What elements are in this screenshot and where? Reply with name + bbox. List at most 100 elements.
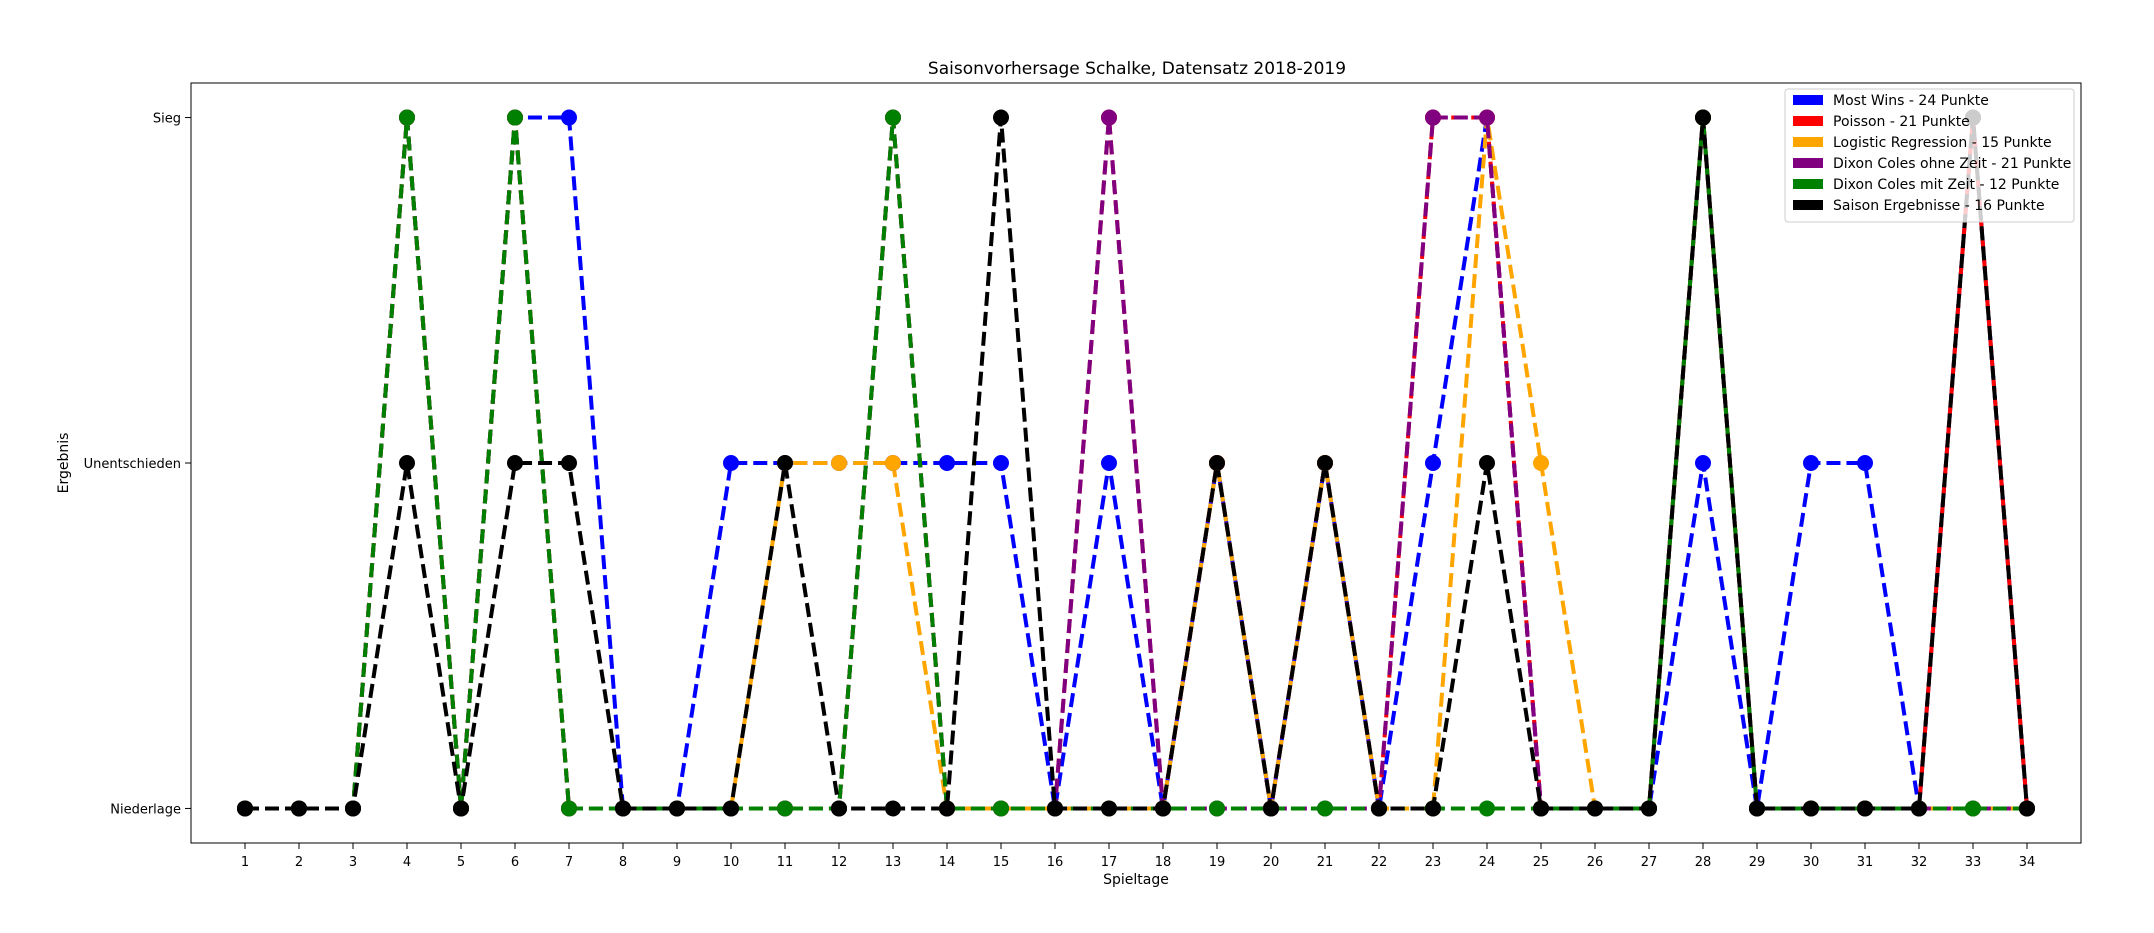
data-point-series-2 bbox=[1533, 455, 1549, 471]
data-point-series-5 bbox=[939, 800, 955, 817]
x-tick-label: 26 bbox=[1587, 855, 1604, 870]
data-point-series-5 bbox=[831, 800, 847, 817]
legend-label: Dixon Coles ohne Zeit - 21 Punkte bbox=[1833, 156, 2071, 172]
x-tick-label: 12 bbox=[831, 855, 848, 870]
y-tick-label: Sieg bbox=[153, 112, 181, 127]
data-point-series-5 bbox=[615, 800, 631, 817]
data-point-series-4 bbox=[507, 109, 523, 126]
x-tick-label: 24 bbox=[1479, 855, 1496, 870]
data-point-series-5 bbox=[993, 109, 1009, 126]
data-point-series-0 bbox=[1857, 455, 1873, 471]
data-point-series-5 bbox=[1101, 800, 1117, 817]
data-point-series-3 bbox=[1479, 109, 1495, 126]
data-point-series-5 bbox=[291, 800, 307, 817]
data-point-series-4 bbox=[399, 109, 415, 126]
data-point-series-5 bbox=[1695, 109, 1711, 126]
data-point-series-5 bbox=[1209, 455, 1225, 471]
x-tick-label: 8 bbox=[619, 855, 627, 870]
data-point-series-3 bbox=[1101, 109, 1117, 126]
y-axis-label: Ergebnis bbox=[56, 433, 72, 494]
x-tick-label: 13 bbox=[885, 855, 902, 870]
legend-swatch bbox=[1793, 137, 1823, 147]
data-point-series-5 bbox=[1857, 800, 1873, 817]
data-point-series-5 bbox=[723, 800, 739, 817]
data-point-series-0 bbox=[723, 455, 739, 471]
chart-title: Saisonvorhersage Schalke, Datensatz 2018… bbox=[928, 59, 1346, 79]
legend-label: Logistic Regression - 15 Punkte bbox=[1833, 135, 2052, 151]
x-tick-label: 34 bbox=[2019, 855, 2036, 870]
x-tick-label: 9 bbox=[673, 855, 681, 870]
data-point-series-5 bbox=[507, 455, 523, 471]
legend-label: Poisson - 21 Punkte bbox=[1833, 114, 1970, 130]
data-point-series-0 bbox=[1101, 455, 1117, 471]
data-point-series-5 bbox=[1533, 800, 1549, 817]
x-tick-label: 7 bbox=[565, 855, 573, 870]
data-point-series-5 bbox=[2019, 800, 2035, 817]
legend-swatch bbox=[1793, 158, 1823, 168]
data-point-series-4 bbox=[1479, 800, 1495, 817]
x-axis: 1 2 3 4 5 6 7 8 9 10 11 12 13 14 15 16 17 18 19 20 21 22 23 24 2… bbox=[241, 843, 2035, 870]
data-point-series-0 bbox=[1425, 455, 1441, 471]
series-lines bbox=[245, 115, 2029, 811]
data-point-series-5 bbox=[561, 455, 577, 471]
data-point-series-5 bbox=[1047, 800, 1063, 817]
series-line-0 bbox=[245, 115, 2029, 811]
data-point-series-5 bbox=[885, 800, 901, 817]
data-point-series-4 bbox=[777, 800, 793, 817]
data-point-series-5 bbox=[1425, 800, 1441, 817]
data-point-series-5 bbox=[237, 800, 253, 817]
x-tick-label: 4 bbox=[403, 855, 411, 870]
data-point-series-2 bbox=[885, 455, 901, 471]
legend-swatch bbox=[1793, 95, 1823, 105]
data-point-series-5 bbox=[1911, 800, 1927, 817]
x-tick-label: 18 bbox=[1155, 855, 1172, 870]
legend-swatch bbox=[1793, 116, 1823, 126]
x-tick-label: 23 bbox=[1425, 855, 1442, 870]
data-point-series-0 bbox=[939, 455, 955, 471]
legend: Most Wins - 24 Punkte Poisson - 21 Punkte… bbox=[1784, 88, 2075, 223]
series-markers bbox=[237, 109, 2035, 817]
x-tick-label: 15 bbox=[993, 855, 1010, 870]
data-point-series-4 bbox=[1317, 800, 1333, 817]
data-point-series-4 bbox=[993, 800, 1009, 817]
x-tick-label: 32 bbox=[1911, 855, 1928, 870]
legend-swatch bbox=[1793, 179, 1823, 189]
legend-box bbox=[1784, 88, 2075, 223]
x-tick-label: 33 bbox=[1965, 855, 1982, 870]
legend-swatch bbox=[1793, 200, 1823, 210]
data-point-series-0 bbox=[993, 455, 1009, 471]
x-tick-label: 3 bbox=[349, 855, 357, 870]
y-axis: Niederlage Unentschieden Sieg bbox=[84, 112, 191, 817]
legend-label: Most Wins - 24 Punkte bbox=[1833, 93, 1989, 109]
x-tick-label: 10 bbox=[723, 855, 740, 870]
data-point-series-5 bbox=[1587, 800, 1603, 817]
data-point-series-5 bbox=[1803, 800, 1819, 817]
series-line-5 bbox=[245, 115, 2029, 811]
data-point-series-5 bbox=[669, 800, 685, 817]
legend-label: Dixon Coles mit Zeit - 12 Punkte bbox=[1833, 177, 2059, 193]
x-tick-label: 11 bbox=[777, 855, 794, 870]
data-point-series-5 bbox=[1263, 800, 1279, 817]
data-point-series-0 bbox=[561, 109, 577, 126]
data-point-series-3 bbox=[1425, 109, 1441, 126]
data-point-series-5 bbox=[1371, 800, 1387, 817]
data-point-series-4 bbox=[1965, 800, 1981, 817]
x-tick-label: 31 bbox=[1857, 855, 1874, 870]
data-point-series-4 bbox=[885, 109, 901, 126]
data-point-series-5 bbox=[399, 455, 415, 471]
x-tick-label: 2 bbox=[295, 855, 303, 870]
x-tick-label: 17 bbox=[1101, 855, 1118, 870]
x-tick-label: 28 bbox=[1695, 855, 1712, 870]
x-tick-label: 21 bbox=[1317, 855, 1334, 870]
data-point-series-0 bbox=[1803, 455, 1819, 471]
x-axis-label: Spieltage bbox=[1103, 872, 1169, 888]
x-tick-label: 14 bbox=[939, 855, 956, 870]
y-tick-label: Niederlage bbox=[110, 802, 181, 817]
data-point-series-4 bbox=[561, 800, 577, 817]
x-tick-label: 30 bbox=[1803, 855, 1820, 870]
x-tick-label: 29 bbox=[1749, 855, 1766, 870]
data-point-series-5 bbox=[453, 800, 469, 817]
x-tick-label: 6 bbox=[511, 855, 519, 870]
data-point-series-0 bbox=[1695, 455, 1711, 471]
